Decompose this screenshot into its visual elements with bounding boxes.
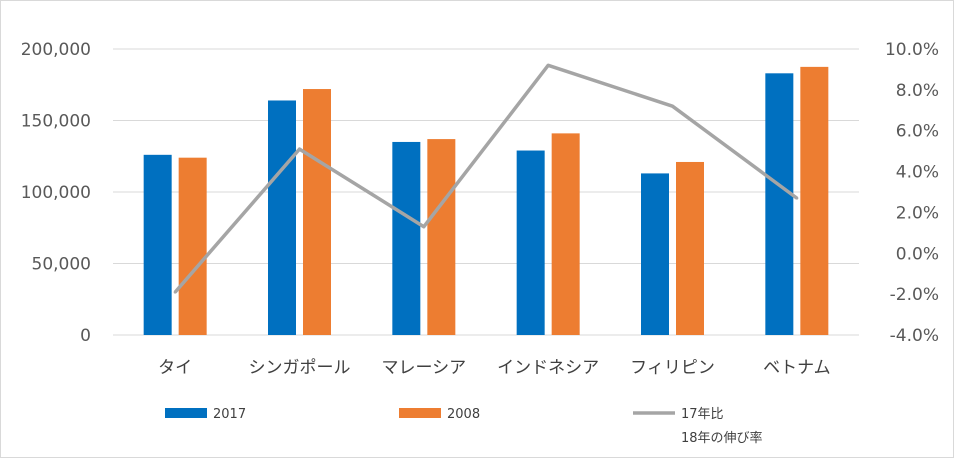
category-label: ベトナム <box>763 358 831 378</box>
category-label: フィリピン <box>630 358 715 378</box>
bar-2017 <box>143 154 172 335</box>
bar-2008 <box>427 139 456 335</box>
category-label: シンガポール <box>249 358 351 378</box>
bar-2017 <box>268 100 296 335</box>
y-left-tick-label: 100,000 <box>21 183 91 203</box>
bar-2008 <box>303 89 331 335</box>
bar-2017 <box>641 173 669 335</box>
growth-rate-point <box>546 63 550 67</box>
y-left-tick-label: 50,000 <box>32 255 91 275</box>
bar-2008 <box>800 66 829 335</box>
growth-rate-point <box>422 225 426 229</box>
growth-rate-point <box>795 196 799 200</box>
y-right-tick-label: -4.0% <box>890 326 939 346</box>
bar-2017 <box>392 141 421 335</box>
growth-rate-point <box>298 147 301 151</box>
y-left-tick-label: 0 <box>80 326 91 346</box>
y-right-tick-label: 2.0% <box>896 203 939 223</box>
y-right-tick-label: 8.0% <box>896 81 939 101</box>
bar-2008 <box>551 133 580 335</box>
legend-swatch-2017 <box>165 408 207 418</box>
y-right-tick-label: 6.0% <box>896 122 939 142</box>
category-label: タイ <box>158 358 192 378</box>
y-right-tick-label: 10.0% <box>885 40 939 60</box>
growth-rate-point <box>173 290 177 294</box>
y-right-tick-label: -2.0% <box>890 285 939 305</box>
y-left-tick-label: 200,000 <box>21 40 91 60</box>
legend-label-growth-line2: 18年の伸び率 <box>681 430 763 446</box>
y-right-tick-label: 0.0% <box>896 244 939 264</box>
y-right-tick-label: 4.0% <box>896 163 939 183</box>
legend-label-2008: 2008 <box>447 407 480 422</box>
legend-label-growth-line1: 17年比 <box>681 407 724 422</box>
bar-2017 <box>765 73 794 335</box>
bar-2008 <box>676 161 704 335</box>
category-label: インドネシア <box>497 358 599 378</box>
growth-rate-point <box>671 104 674 108</box>
legend-swatch-2008 <box>399 408 441 418</box>
legend-label-2017: 2017 <box>213 407 246 422</box>
bar-2017 <box>516 150 545 335</box>
y-left-tick-label: 150,000 <box>21 112 91 132</box>
category-label: マレーシア <box>381 358 466 378</box>
bar-2008 <box>178 157 207 335</box>
growth-rate-line <box>173 63 798 294</box>
